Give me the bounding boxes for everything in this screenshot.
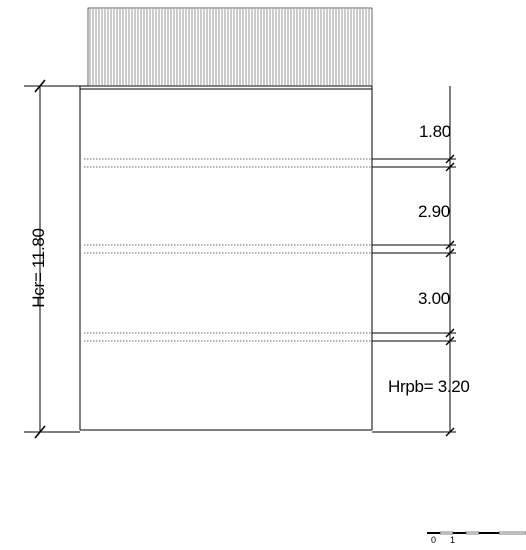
segment-label-3: 3.00 <box>418 289 450 308</box>
scale-label-0: 0 <box>431 535 436 545</box>
roof-hatch <box>80 7 373 90</box>
segment-label-1: 1.80 <box>419 122 451 141</box>
floor-lines <box>84 158 372 342</box>
tick-top <box>34 79 46 93</box>
segment-label-2: 2.90 <box>418 202 450 221</box>
total-height-label: Hcr= 11.80 <box>29 228 48 307</box>
segment-dimension-lines <box>372 86 456 437</box>
segment-label-4: Hrpb= 3.20 <box>388 377 470 396</box>
tick-bottom <box>34 425 46 439</box>
building-outline <box>79 86 373 431</box>
scale-bar <box>427 531 526 535</box>
scale-label-1: 1 <box>450 535 455 545</box>
total-height-dimension <box>24 79 80 439</box>
